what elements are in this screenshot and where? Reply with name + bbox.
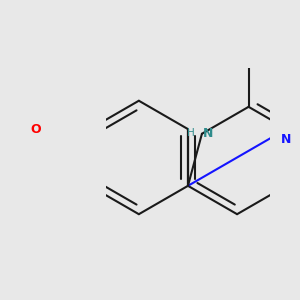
Text: H: H (188, 128, 195, 138)
Text: N: N (203, 127, 213, 140)
Text: O: O (31, 123, 41, 136)
Text: N: N (281, 133, 291, 146)
